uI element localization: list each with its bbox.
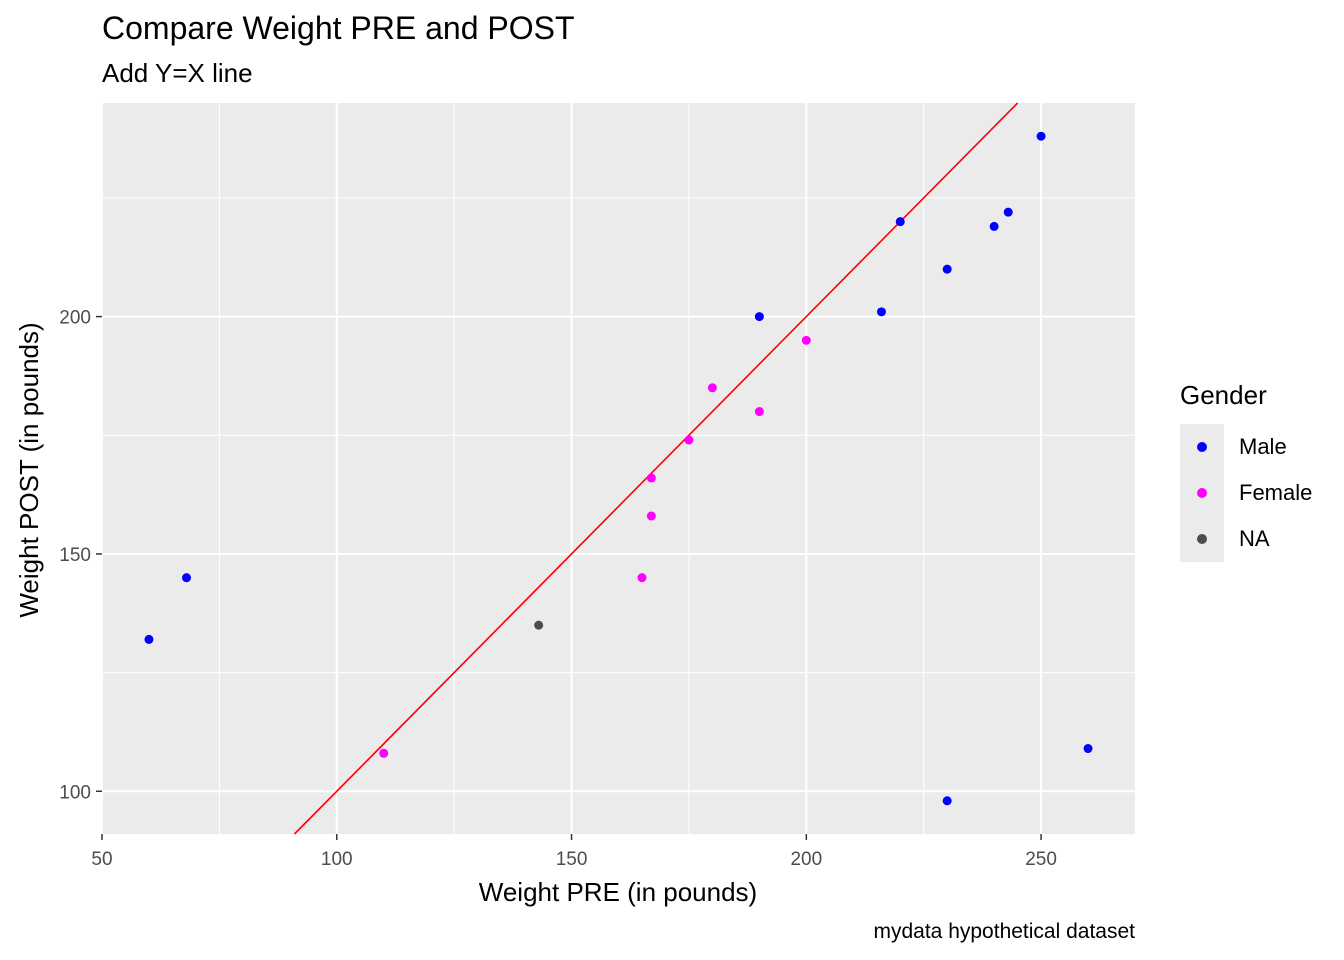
x-axis-ticks: 50 100 150 200 250 <box>91 834 1057 870</box>
data-points <box>144 131 1093 806</box>
data-point-female <box>684 435 694 445</box>
legend-label-female: Female <box>1239 480 1313 505</box>
data-point-male <box>144 634 154 644</box>
chart-title: Compare Weight PRE and POST <box>102 10 575 46</box>
data-point-female <box>646 473 656 483</box>
data-point-male <box>989 221 999 231</box>
data-point-male <box>182 573 192 583</box>
data-point-female <box>637 573 647 583</box>
legend-title: Gender <box>1180 380 1267 410</box>
legend-label-na: NA <box>1239 526 1270 551</box>
data-point-female <box>801 335 811 345</box>
y-tick-label: 100 <box>59 782 91 803</box>
minor-gridlines <box>102 103 1135 834</box>
legend-item-na: NA <box>1180 516 1340 562</box>
x-tick-label: 250 <box>1025 849 1057 870</box>
x-tick-label: 100 <box>321 849 353 870</box>
data-point-male <box>942 796 952 806</box>
data-point-male <box>1083 744 1093 754</box>
data-point-male <box>1003 207 1013 217</box>
y-tick-label: 200 <box>59 308 91 329</box>
chart-caption: mydata hypothetical dataset <box>873 920 1136 943</box>
x-tick-label: 150 <box>556 849 588 870</box>
y-tick-label: 150 <box>59 545 91 566</box>
data-point-male <box>754 312 764 322</box>
chart-subtitle: Add Y=X line <box>102 58 253 88</box>
data-point-female <box>646 511 656 521</box>
data-point-male <box>1036 131 1046 141</box>
x-tick-label: 200 <box>790 849 822 870</box>
y-axis-title: Weight POST (in pounds) <box>14 322 44 617</box>
data-point-female <box>754 407 764 417</box>
x-tick-label: 50 <box>91 849 112 870</box>
legend-item-male: Male <box>1180 424 1340 470</box>
legend-dot-male <box>1197 442 1207 452</box>
data-point-male <box>876 307 886 317</box>
y-axis-ticks: 100 150 200 <box>59 308 102 803</box>
data-point-female <box>707 383 717 393</box>
data-point-male <box>942 264 952 274</box>
data-point-male <box>895 217 905 227</box>
legend-item-female: Female <box>1180 470 1340 516</box>
legend-dot-female <box>1197 488 1207 498</box>
data-point-female <box>379 748 389 758</box>
major-gridlines <box>101 103 1135 834</box>
plot-panel <box>102 103 1135 834</box>
legend-label-male: Male <box>1239 434 1287 459</box>
x-axis-title: Weight PRE (in pounds) <box>479 877 757 907</box>
legend-dot-na <box>1197 534 1207 544</box>
data-point-na <box>534 620 544 630</box>
